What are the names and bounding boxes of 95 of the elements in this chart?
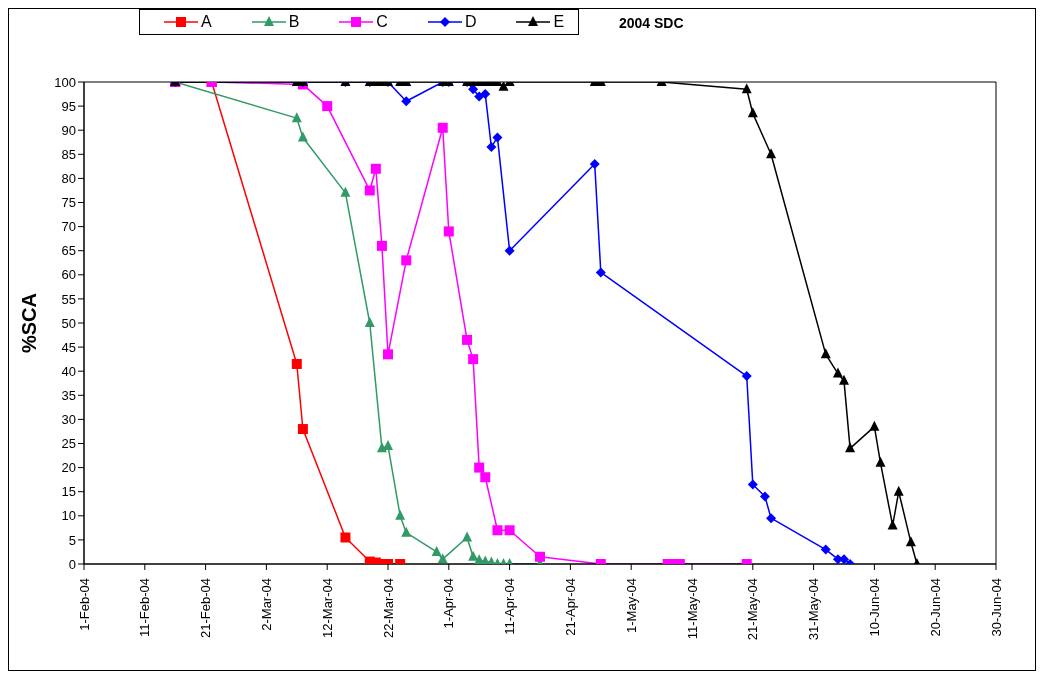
point <box>291 358 302 369</box>
y-tick-label: 65 <box>61 243 76 259</box>
point <box>340 532 351 543</box>
point <box>376 240 387 251</box>
point <box>905 536 916 547</box>
x-tick-label: 11-Apr-04 <box>502 578 518 635</box>
point <box>437 553 448 564</box>
point <box>759 491 770 502</box>
legend-label: D <box>464 13 477 31</box>
legend-label: B <box>288 13 300 31</box>
x-tick-label: 10-Jun-04 <box>866 578 882 637</box>
point <box>431 545 442 556</box>
point <box>845 442 856 453</box>
point <box>504 245 515 256</box>
y-tick-label: 50 <box>61 315 76 331</box>
point <box>875 456 886 467</box>
legend-label: C <box>376 13 388 31</box>
point <box>887 519 898 530</box>
point <box>747 479 758 490</box>
y-tick-label: 75 <box>61 195 76 211</box>
point <box>364 185 375 196</box>
point <box>498 82 509 91</box>
legend-label: A <box>201 13 212 31</box>
point <box>492 525 503 536</box>
y-tick-label: 95 <box>61 98 76 114</box>
x-tick-label: 31-May-04 <box>806 578 822 641</box>
x-tick-label: 2-Mar-04 <box>258 578 274 631</box>
x-tick-label: 1-May-04 <box>623 578 639 633</box>
x-tick-label: 21-Feb-04 <box>198 578 214 638</box>
point <box>480 472 491 483</box>
y-tick-label: 30 <box>61 412 76 428</box>
point <box>291 112 302 123</box>
point <box>869 420 880 431</box>
y-axis-title: %SCA <box>18 292 41 354</box>
point <box>535 551 545 562</box>
y-tick-label: 60 <box>61 267 76 283</box>
x-tick-label: 1-Feb-04 <box>76 578 92 631</box>
point <box>492 132 503 143</box>
point <box>443 226 454 237</box>
point <box>364 317 375 327</box>
point <box>462 531 473 542</box>
point <box>437 122 448 133</box>
y-tick-label: 10 <box>61 508 76 524</box>
point <box>401 526 412 537</box>
point <box>401 96 412 107</box>
point <box>462 334 473 345</box>
x-tick-label: 20-Jun-04 <box>927 578 943 637</box>
x-tick-label: 21-Apr-04 <box>562 578 578 636</box>
x-tick-label: 22-Mar-04 <box>380 578 396 638</box>
y-tick-label: 85 <box>61 146 76 162</box>
point <box>839 374 849 385</box>
point <box>370 163 381 174</box>
point <box>401 255 412 266</box>
x-tick-label: 21-May-04 <box>745 578 761 641</box>
point <box>474 91 485 102</box>
y-tick-label: 0 <box>68 556 76 572</box>
point <box>595 267 606 278</box>
x-tick-label: 11-May-04 <box>684 578 700 640</box>
x-tick-label: 11-Feb-04 <box>137 578 153 638</box>
legend-label: E <box>553 13 565 31</box>
y-tick-label: 35 <box>61 387 76 403</box>
point <box>504 525 515 536</box>
point <box>741 371 752 382</box>
point <box>376 442 387 453</box>
point <box>766 513 777 524</box>
point <box>297 424 308 435</box>
point <box>468 354 479 365</box>
point <box>480 89 491 100</box>
y-tick-label: 5 <box>68 532 76 548</box>
point <box>832 367 843 378</box>
point <box>322 101 333 112</box>
point <box>820 348 831 359</box>
point <box>395 509 406 520</box>
point <box>766 148 777 159</box>
point <box>474 462 485 473</box>
x-tick-label: 12-Mar-04 <box>319 578 335 638</box>
y-tick-label: 80 <box>61 171 76 187</box>
x-tick-label: 30-Jun-04 <box>988 578 1004 637</box>
y-tick-label: 90 <box>61 122 76 138</box>
point <box>589 158 600 169</box>
y-tick-label: 20 <box>61 460 76 476</box>
point <box>893 485 904 496</box>
point <box>820 544 831 555</box>
x-tick-label: 1-Apr-04 <box>441 578 457 629</box>
y-tick-label: 100 <box>54 74 76 90</box>
y-tick-label: 40 <box>61 363 76 379</box>
y-tick-label: 70 <box>61 219 76 235</box>
point <box>383 439 393 450</box>
y-tick-label: 25 <box>61 436 76 452</box>
point <box>383 349 393 360</box>
y-tick-label: 55 <box>61 291 76 307</box>
y-tick-label: 15 <box>61 484 76 500</box>
point <box>486 142 497 153</box>
chart-title: 2004 SDC <box>619 15 684 31</box>
y-tick-label: 45 <box>61 339 76 355</box>
